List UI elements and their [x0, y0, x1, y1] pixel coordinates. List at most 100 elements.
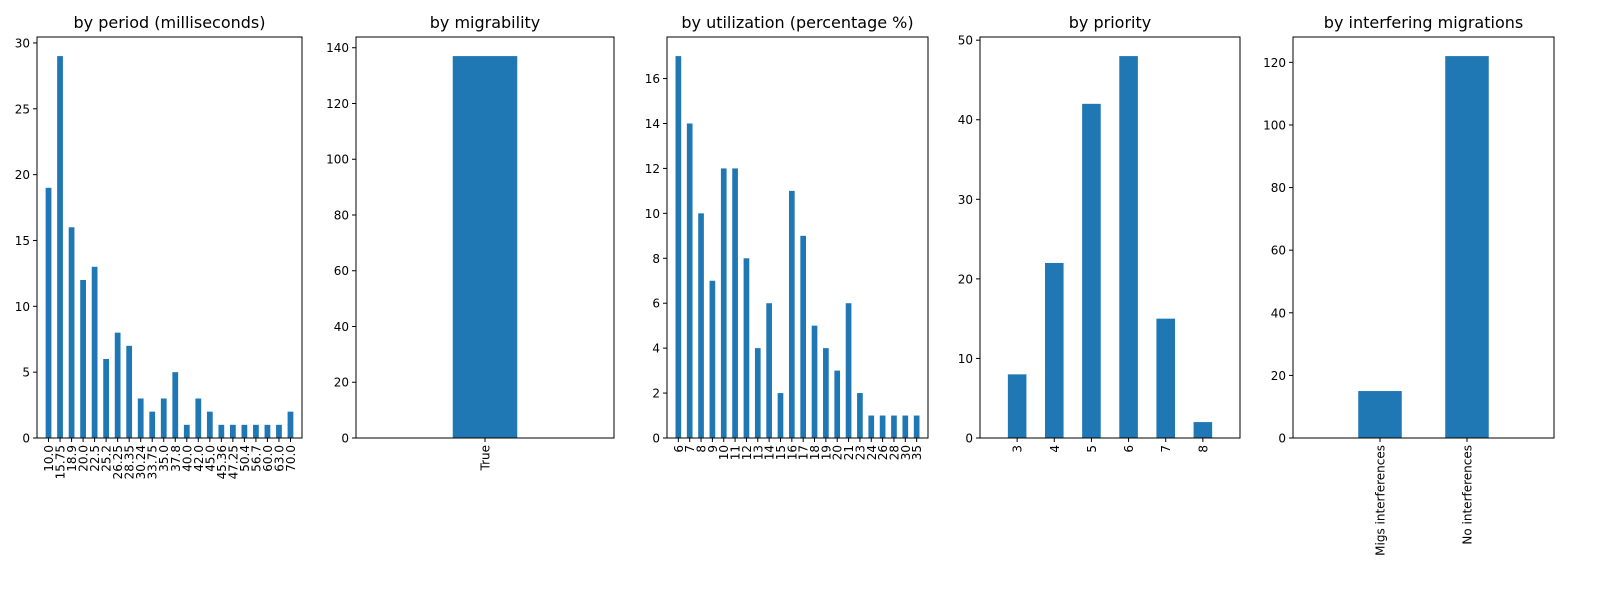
y-tick-label: 0 [341, 432, 349, 446]
x-tick-label: 16 [785, 445, 799, 460]
x-tick-label: 17 [797, 445, 811, 460]
bar [218, 424, 225, 438]
x-tick-label: 14 [763, 445, 777, 460]
x-tick-label: 40.0 [180, 445, 194, 472]
x-tick-label: 45.36 [215, 445, 229, 479]
bar [452, 56, 518, 438]
bar [264, 424, 271, 438]
x-tick-label: 20 [831, 445, 845, 460]
x-tick-label: 8 [1196, 445, 1210, 453]
x-tick-label: 6 [672, 445, 686, 453]
bar [879, 415, 886, 438]
y-tick-label: 60 [334, 264, 349, 278]
x-tick-label: 13 [751, 445, 765, 460]
x-tick-label: 60.0 [261, 445, 275, 472]
bar [91, 266, 98, 438]
x-tick-label: 28.35 [123, 445, 137, 479]
x-tick-label: 19 [819, 445, 833, 460]
bar [743, 258, 750, 438]
bar [1445, 56, 1489, 438]
bar [1119, 56, 1138, 438]
chart-panel: by priority 0 10 20 30 40 50 3 4 5 6 7 8 [958, 13, 1241, 453]
y-tick-label: 100 [326, 153, 349, 167]
chart-panel: by period (milliseconds) 0 5 10 15 20 25 30 10.0… [15, 13, 303, 479]
y-tick-label: 120 [326, 97, 349, 111]
bar [732, 168, 738, 438]
x-tick-label: 18.9 [65, 445, 79, 472]
bar [114, 332, 121, 438]
bar [857, 393, 863, 438]
x-tick-label: 10.0 [42, 445, 56, 472]
y-tick-label: 0 [965, 432, 973, 446]
y-tick-label: 5 [22, 366, 30, 380]
bar [686, 123, 693, 438]
x-tick-label: 25.2 [100, 445, 114, 472]
bar [868, 415, 875, 438]
plot-frame [1292, 36, 1555, 439]
y-tick-label: 30 [15, 36, 30, 50]
bar [80, 279, 86, 438]
x-tick-label: 50.4 [238, 445, 252, 472]
bar [57, 56, 63, 438]
x-tick-label: 42.0 [192, 445, 206, 472]
x-tick-label: 11 [729, 445, 743, 460]
y-tick-label: 80 [334, 208, 349, 222]
bar [241, 424, 248, 438]
bar [195, 398, 202, 438]
bar [1358, 391, 1402, 438]
y-tick-label: 10 [645, 207, 660, 221]
y-tick-label: 6 [652, 297, 660, 311]
x-tick-label: 37.8 [169, 445, 183, 472]
x-tick-label: 30.24 [134, 445, 148, 479]
x-tick-label: 20.0 [77, 445, 91, 472]
y-tick-label: 16 [645, 72, 660, 86]
x-tick-label: Migs interferences [1374, 445, 1388, 556]
x-tick-label: 28 [887, 445, 901, 460]
x-tick-label: 33.75 [146, 445, 160, 479]
x-tick-label: 56.7 [249, 445, 263, 472]
plot-frame [36, 36, 303, 439]
x-tick-label: 9 [706, 445, 720, 453]
bar [160, 398, 167, 438]
x-tick-label: No interferences [1461, 445, 1475, 545]
y-tick-label: 20 [15, 168, 30, 182]
bar [126, 345, 133, 438]
bar [823, 348, 829, 438]
x-tick-label: 6 [1122, 445, 1136, 453]
x-tick-label: 24 [865, 445, 879, 460]
y-tick-label: 25 [15, 102, 30, 116]
plot-frame [666, 36, 929, 439]
x-tick-label: 30 [899, 445, 913, 460]
bar [137, 398, 144, 438]
bar [1156, 318, 1175, 438]
bar [811, 325, 818, 438]
bar [1007, 374, 1027, 438]
x-tick-label: 21 [842, 445, 856, 460]
x-tick-label: 47.25 [226, 445, 240, 479]
y-tick-label: 0 [1278, 432, 1286, 446]
x-tick-label: True [479, 445, 493, 472]
bar [777, 393, 784, 438]
y-tick-label: 2 [652, 387, 660, 401]
bar [698, 213, 704, 438]
bar [229, 424, 236, 438]
y-tick-label: 120 [1263, 56, 1286, 70]
y-tick-label: 30 [958, 193, 973, 207]
x-tick-label: 8 [695, 445, 709, 453]
bar [902, 415, 909, 438]
chart-title: by interfering migrations [1324, 13, 1523, 32]
bar [149, 411, 156, 438]
y-tick-label: 20 [334, 376, 349, 390]
y-tick-label: 14 [645, 117, 660, 131]
chart-title: by utilization (percentage %) [681, 13, 913, 32]
bar [103, 358, 110, 438]
y-tick-label: 15 [15, 234, 30, 248]
bar [253, 424, 259, 438]
x-tick-label: 10 [717, 445, 731, 460]
bar [720, 168, 727, 438]
x-tick-label: 18 [808, 445, 822, 460]
x-tick-label: 63.0 [272, 445, 286, 472]
bar [172, 372, 179, 438]
bar [891, 415, 897, 438]
x-tick-label: 12 [740, 445, 754, 460]
